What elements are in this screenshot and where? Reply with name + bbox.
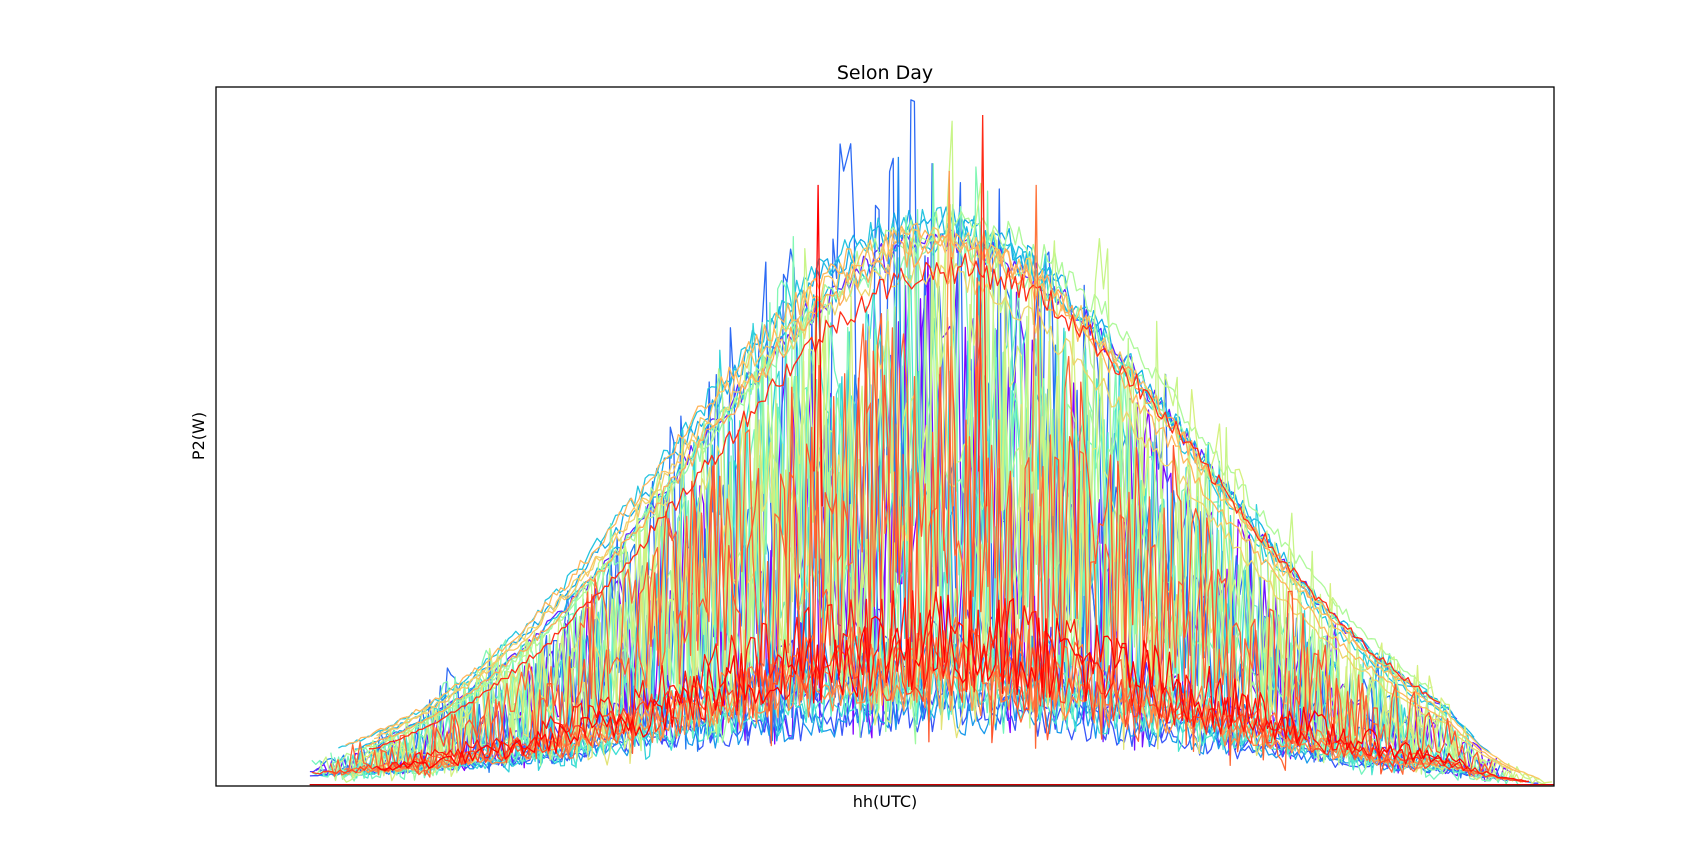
series-line	[377, 594, 1468, 771]
x-axis-label: hh(UTC)	[853, 792, 917, 811]
chart-title: Selon Day	[837, 62, 933, 84]
series-layer	[309, 99, 1554, 786]
series-spike	[813, 184, 823, 507]
y-axis-label: P2(W)	[189, 412, 208, 460]
series-spike	[978, 114, 988, 507]
series-spike	[944, 170, 954, 507]
series-line	[368, 253, 1441, 750]
series-line	[345, 222, 1521, 774]
series-line	[330, 163, 1498, 782]
series-line	[373, 221, 1540, 780]
series-line	[323, 646, 1526, 782]
series-line	[365, 232, 1421, 747]
series-line	[309, 604, 1451, 774]
series-spike	[1031, 184, 1041, 507]
series-line	[330, 312, 1433, 778]
series-spike	[893, 156, 904, 507]
series-line	[376, 260, 1514, 772]
series-line	[319, 684, 1473, 778]
plot-frame	[215, 86, 1555, 787]
